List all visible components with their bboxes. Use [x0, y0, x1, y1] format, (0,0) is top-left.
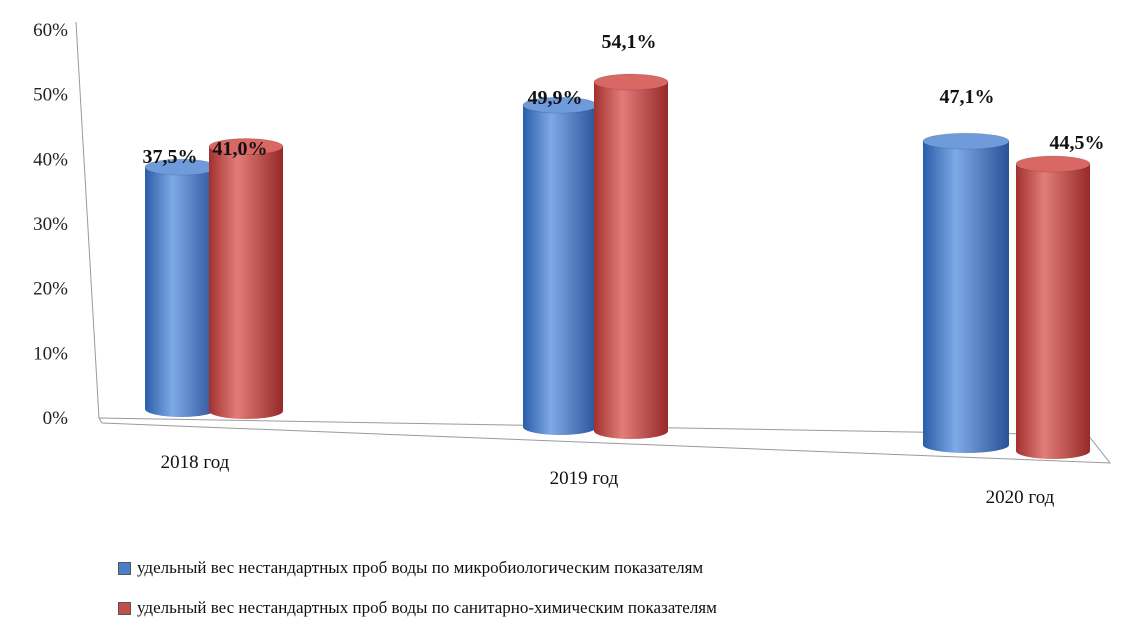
bar-chem-body: [209, 146, 283, 420]
legend-label-micro: удельный вес нестандартных проб воды по …: [137, 558, 704, 577]
legend-swatch-micro: [118, 561, 131, 575]
data-label: 41,0%: [213, 138, 268, 160]
bar-micro: [144, 158, 218, 417]
data-label: 37,5%: [143, 146, 198, 168]
y-axis-wall: [75, 21, 100, 419]
x-category-label: 2018 год: [161, 452, 230, 473]
data-label: 44,5%: [1050, 132, 1105, 154]
bar-chem-top: [1015, 155, 1091, 173]
bar-micro-body: [923, 141, 1009, 453]
chart: 0% 10% 20% 30% 40% 50% 60% 2018 год 2019 год 2020…: [33, 20, 1112, 508]
bar-chem: [1015, 155, 1091, 459]
floor-plane: [98, 417, 1112, 464]
x-category-label: 2019 год: [550, 468, 619, 489]
bar-chem-body: [1016, 163, 1090, 459]
bar-chem-top: [593, 73, 669, 91]
y-tick-label: 10%: [33, 343, 68, 364]
legend-item-micro: удельный вес нестандартных проб воды по …: [118, 548, 717, 588]
bar-micro-body: [145, 167, 217, 417]
bar-micro: [922, 132, 1010, 453]
bar-chem: [208, 138, 284, 420]
y-tick-label: 20%: [33, 279, 68, 300]
bar-chem: [593, 73, 669, 440]
y-tick-label: 60%: [33, 20, 68, 41]
bar-micro-body: [523, 105, 597, 436]
legend-label-chem: удельный вес нестандартных проб воды по …: [137, 598, 717, 617]
bar-chem-body: [594, 82, 668, 440]
data-label: 54,1%: [602, 31, 657, 53]
bar-micro: [522, 96, 598, 436]
legend: удельный вес нестандартных проб воды по …: [118, 548, 717, 628]
legend-swatch-chem: [118, 601, 131, 615]
x-category-label: 2020 год: [986, 487, 1055, 508]
y-tick-label: 40%: [33, 149, 68, 170]
y-tick-label: 50%: [33, 85, 68, 106]
bar-micro-top: [922, 132, 1010, 150]
legend-item-chem: удельный вес нестандартных проб воды по …: [118, 588, 717, 628]
data-label: 47,1%: [940, 86, 995, 108]
y-tick-label: 0%: [43, 408, 69, 429]
y-tick-label: 30%: [33, 214, 68, 235]
bar-chem-top: [208, 138, 284, 155]
data-label: 49,9%: [528, 87, 583, 109]
